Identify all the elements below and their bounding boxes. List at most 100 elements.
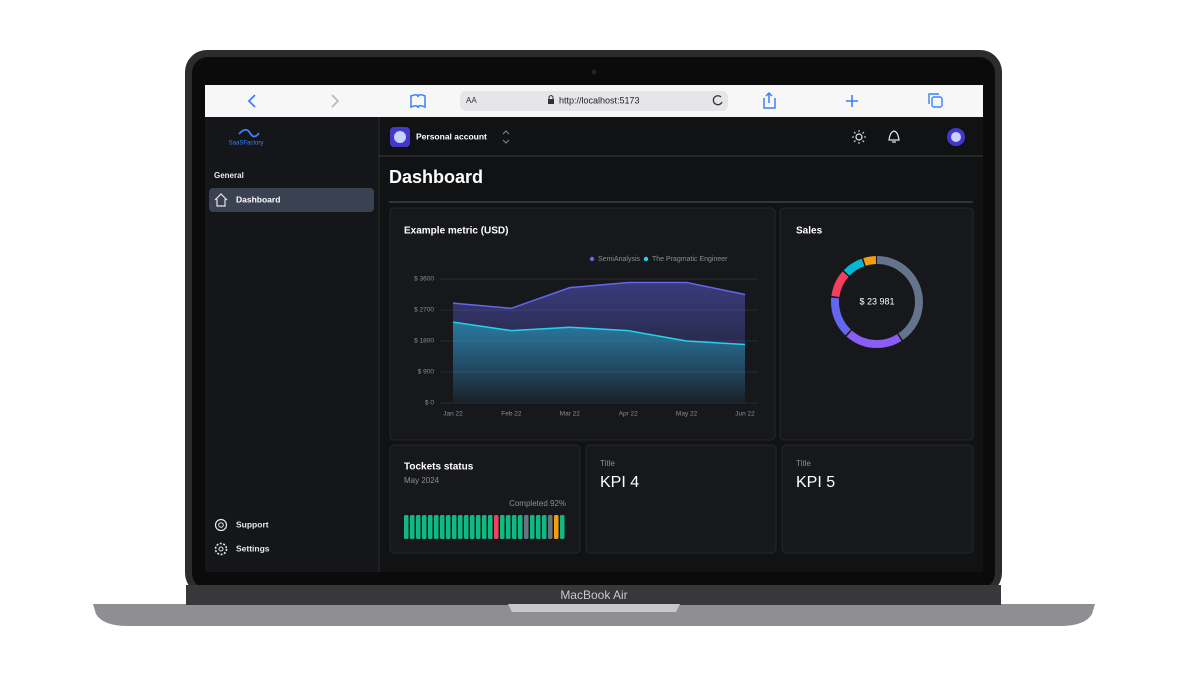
status-segment — [500, 515, 505, 539]
support-link[interactable]: Support — [236, 519, 269, 529]
donut-segment — [831, 256, 923, 348]
donut-segment — [831, 256, 923, 348]
address-bar[interactable] — [460, 91, 728, 111]
tabs-button[interactable] — [931, 96, 943, 108]
status-segment — [494, 515, 499, 539]
back-button[interactable] — [247, 94, 256, 108]
settings-link[interactable]: Settings — [236, 543, 270, 553]
legend-marker — [589, 256, 595, 262]
kpi-label: Title — [796, 459, 811, 468]
x-tick-label: Feb 22 — [501, 411, 522, 418]
sales-card — [779, 207, 974, 441]
status-segment — [554, 515, 559, 539]
account-avatar-face — [394, 131, 406, 143]
status-segment — [488, 515, 493, 539]
card-subtitle: May 2024 — [404, 476, 440, 485]
account-switcher[interactable] — [502, 130, 510, 144]
status-segment — [530, 515, 535, 539]
section-label: General — [214, 171, 244, 180]
status-segment — [524, 515, 529, 539]
status-segment — [506, 515, 511, 539]
forward-button[interactable] — [331, 94, 340, 108]
text-size[interactable]: AA — [466, 96, 477, 105]
camera — [591, 69, 597, 75]
reload-button[interactable] — [712, 95, 723, 106]
kpi-value: KPI 4 — [600, 474, 639, 491]
y-tick-label: $ 1800 — [414, 338, 434, 345]
status-segment — [470, 515, 475, 539]
x-tick-label: Mar 22 — [560, 411, 581, 418]
theme-toggle[interactable] — [855, 133, 863, 141]
card-title: Tockets status — [404, 462, 474, 473]
url[interactable]: http://localhost:5173 — [559, 95, 640, 105]
nav-label[interactable]: Dashboard — [236, 194, 280, 204]
status-segment — [428, 515, 433, 539]
tabs-icon — [928, 93, 939, 104]
legend-label: The Pragmatic Engineer — [652, 256, 728, 263]
logo-icon — [238, 128, 260, 138]
laptop-base — [93, 604, 1095, 626]
completion-label: Completed 92% — [509, 499, 566, 508]
series-line — [452, 281, 746, 310]
page-title: Dashboard — [389, 167, 483, 187]
status-segment — [560, 515, 565, 539]
new-tab-button[interactable] — [846, 95, 858, 107]
lock-icon — [548, 99, 554, 104]
notch — [508, 604, 680, 612]
kpi-card — [585, 444, 777, 554]
area-fill — [453, 322, 745, 403]
kpi-card — [781, 444, 974, 554]
account-name[interactable]: Personal account — [416, 131, 487, 141]
status-segment — [416, 515, 421, 539]
sidebar — [205, 117, 379, 572]
hinge — [186, 585, 1001, 605]
support-icon — [214, 518, 228, 532]
home-icon — [214, 193, 228, 207]
status-segment — [542, 515, 547, 539]
logo[interactable]: SaaSFactory — [229, 141, 264, 147]
status-segment — [518, 515, 523, 539]
status-segment — [440, 515, 445, 539]
x-tick-label: Jun 22 — [735, 411, 755, 418]
x-tick-label: Jan 22 — [443, 411, 463, 418]
status-segment — [422, 515, 427, 539]
theme-icon-rays — [852, 130, 866, 144]
card-title: Sales — [796, 226, 823, 237]
status-segment — [476, 515, 481, 539]
status-segment — [464, 515, 469, 539]
legend-label: SemiAnalysis — [598, 256, 641, 263]
x-tick-label: May 22 — [676, 411, 698, 418]
card-title: Example metric (USD) — [404, 226, 508, 237]
x-tick-label: Apr 22 — [619, 411, 639, 418]
status-segment — [458, 515, 463, 539]
status-segment — [410, 515, 415, 539]
y-tick-label: $ 2700 — [414, 307, 434, 314]
user-avatar-face — [951, 132, 961, 142]
status-segment — [434, 515, 439, 539]
status-segment — [482, 515, 487, 539]
status-segment — [446, 515, 451, 539]
kpi-value: KPI 5 — [796, 474, 835, 491]
support-icon-inner — [218, 522, 224, 528]
share-button[interactable] — [763, 91, 776, 109]
status-segment — [404, 515, 409, 539]
status-segment — [536, 515, 541, 539]
nav-item-active[interactable] — [209, 188, 374, 212]
status-segment — [548, 515, 553, 539]
device-label: MacBook Air — [560, 588, 627, 602]
donut-segment — [831, 256, 923, 348]
notifications-button[interactable] — [888, 130, 900, 143]
kpi-label: Title — [600, 459, 615, 468]
y-tick-label: $ 900 — [418, 369, 435, 376]
reader-button[interactable] — [410, 93, 426, 109]
y-tick-label: $ 0 — [425, 400, 434, 407]
status-segment — [512, 515, 517, 539]
series-line — [452, 321, 746, 346]
lock-shackle — [548, 95, 554, 99]
legend-marker — [643, 256, 649, 262]
status-segment — [452, 515, 457, 539]
y-tick-label: $ 3600 — [414, 276, 434, 283]
settings-icon — [214, 542, 228, 556]
